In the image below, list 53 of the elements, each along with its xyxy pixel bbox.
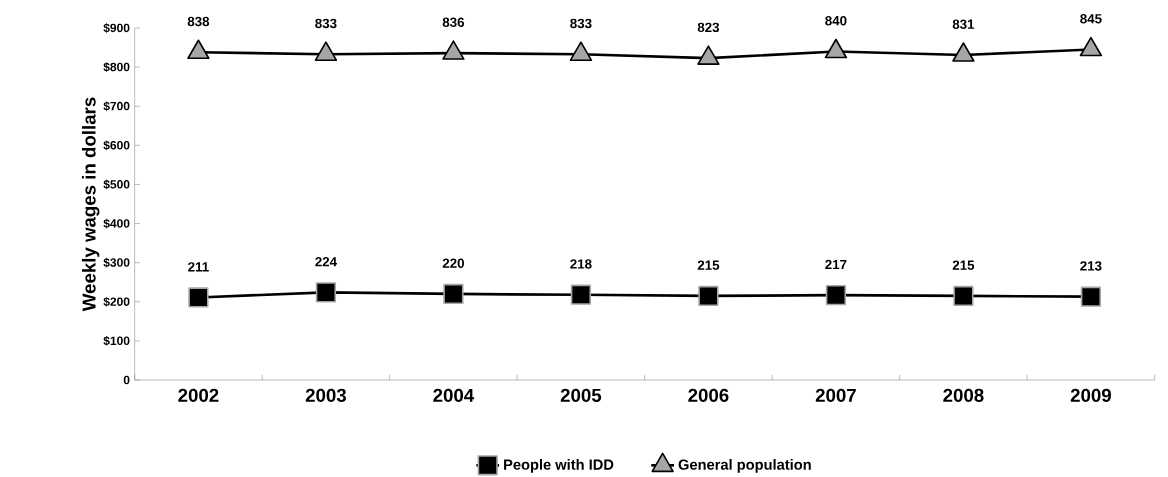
x-tick-label: 2005: [560, 388, 602, 402]
data-label: 215: [697, 260, 720, 270]
y-tick-label: $500: [103, 179, 130, 190]
x-tick-label: 2003: [305, 388, 346, 402]
point: [1079, 36, 1103, 57]
point: [314, 41, 338, 61]
x-tick-label: 2008: [943, 388, 984, 402]
data-label: 833: [570, 18, 592, 29]
y-tick-label: $100: [103, 335, 130, 346]
point: [443, 283, 464, 304]
data-label: 823: [697, 22, 720, 32]
y-tick-label: $400: [103, 218, 130, 229]
x-tick-label: 2006: [688, 388, 729, 402]
point: [570, 284, 592, 305]
point: [952, 42, 975, 62]
y-tick-label: $200: [103, 296, 130, 307]
point: [1080, 286, 1102, 307]
point: [315, 282, 337, 303]
data-label: 224: [315, 256, 337, 267]
x-tick-label: 2009: [1070, 388, 1111, 402]
point: [187, 39, 210, 59]
y-axis-title: Weekly wages in dollars: [81, 97, 100, 312]
data-label: 213: [1080, 261, 1102, 271]
x-tick-label: 2004: [433, 388, 475, 402]
data-label: 838: [187, 16, 210, 27]
data-label: 831: [952, 19, 975, 29]
y-tick-label: $300: [103, 257, 130, 268]
point: [698, 285, 719, 306]
y-tick-label: $900: [103, 22, 130, 33]
data-label: 845: [1080, 13, 1102, 24]
legend-label: People with IDD: [504, 458, 614, 473]
x-tick-label: 2002: [178, 388, 219, 402]
y-tick-label: 0: [123, 375, 130, 385]
data-label: 211: [188, 261, 209, 272]
y-tick-label: $800: [103, 62, 130, 72]
data-label: 220: [442, 258, 464, 268]
y-tick-label: $600: [103, 140, 130, 151]
legend-label: General population: [678, 458, 811, 473]
point: [442, 40, 465, 60]
point: [188, 287, 209, 308]
point: [825, 284, 847, 306]
point: [824, 38, 848, 59]
point: [953, 285, 974, 306]
data-label: 217: [825, 259, 847, 269]
point: [569, 41, 593, 61]
data-label: 833: [315, 18, 337, 29]
y-tick-label: $700: [103, 101, 130, 111]
point: [697, 45, 720, 65]
x-tick-label: 2007: [815, 388, 856, 402]
data-label: 215: [952, 260, 975, 270]
data-label: 218: [570, 259, 592, 269]
data-label: 836: [442, 17, 465, 27]
data-label: 840: [825, 15, 847, 26]
